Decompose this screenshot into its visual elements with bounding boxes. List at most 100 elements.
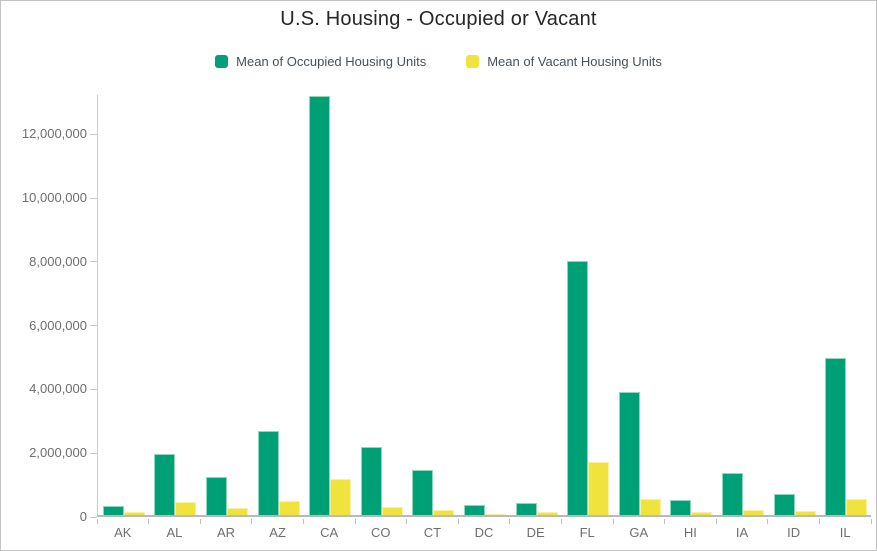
- x-axis-label-IA: IA: [735, 525, 749, 540]
- vacant-series-swatch-icon: [466, 55, 480, 68]
- x-axis-tick: [612, 519, 614, 524]
- y-axis-tick-label: 2,000,000: [29, 445, 87, 461]
- x-axis-label-DE: DE: [526, 525, 545, 540]
- y-axis-tick-label: 0: [79, 509, 87, 524]
- x-axis-label-CA: CA: [320, 525, 339, 540]
- y-axis-tick-label: 4,000,000: [29, 381, 87, 397]
- bar-occupied-FL[interactable]: [567, 261, 589, 515]
- bar-vacant-CT[interactable]: [433, 509, 455, 515]
- x-axis-label-CO: CO: [371, 525, 391, 540]
- bar-occupied-DE[interactable]: [515, 502, 537, 515]
- x-axis-tick: [406, 519, 408, 524]
- legend-item-vacant[interactable]: Mean of Vacant Housing Units: [466, 54, 662, 69]
- bar-group-AR: [201, 95, 253, 515]
- bar-vacant-IA[interactable]: [742, 509, 764, 515]
- x-axis-label-HI: HI: [683, 525, 697, 540]
- bar-vacant-AL[interactable]: [175, 501, 197, 515]
- bar-occupied-HI[interactable]: [670, 499, 692, 515]
- bar-occupied-AR[interactable]: [205, 477, 227, 515]
- bar-occupied-CA[interactable]: [309, 95, 331, 515]
- bar-group-GA: [614, 95, 666, 515]
- bar-group-AK: [98, 95, 150, 515]
- x-axis-label-DC: DC: [474, 525, 494, 540]
- bar-vacant-DE[interactable]: [536, 512, 558, 515]
- y-axis-tick-label: 10,000,000: [21, 190, 87, 205]
- bar-vacant-IL[interactable]: [846, 499, 868, 515]
- bar-vacant-CO[interactable]: [381, 507, 403, 515]
- bar-occupied-CT[interactable]: [412, 470, 434, 515]
- y-axis-tick-label: 8,000,000: [29, 253, 87, 269]
- x-axis-tick: [457, 519, 459, 524]
- x-axis-tick: [199, 519, 201, 524]
- bar-occupied-AK[interactable]: [102, 506, 124, 515]
- legend: Mean of Occupied Housing Units Mean of V…: [1, 54, 876, 69]
- x-axis-label-AL: AL: [166, 525, 183, 540]
- x-axis-tick: [302, 519, 304, 524]
- y-axis-tick: [90, 516, 97, 518]
- bar-group-ID: [769, 95, 821, 515]
- bar-vacant-AK[interactable]: [123, 512, 145, 515]
- x-axis-label-AK: AK: [114, 525, 132, 540]
- y-axis-tick-label: 12,000,000: [21, 126, 87, 142]
- y-axis-tick: [90, 325, 97, 327]
- y-axis-tick: [90, 452, 97, 454]
- x-axis-label-GA: GA: [629, 525, 649, 540]
- y-axis-tick: [90, 197, 97, 199]
- legend-label-occupied: Mean of Occupied Housing Units: [236, 54, 427, 69]
- x-axis-tick: [560, 519, 562, 524]
- bar-occupied-AZ[interactable]: [257, 430, 279, 515]
- bar-group-FL: [562, 95, 614, 515]
- bar-occupied-AL[interactable]: [154, 454, 176, 515]
- bar-group-IA: [717, 95, 769, 515]
- bar-vacant-DC[interactable]: [484, 513, 506, 515]
- bar-vacant-AZ[interactable]: [278, 500, 300, 515]
- bar-group-DE: [511, 95, 563, 515]
- legend-item-occupied[interactable]: Mean of Occupied Housing Units: [215, 54, 426, 69]
- bar-occupied-GA[interactable]: [618, 391, 640, 515]
- x-axis-label-ID: ID: [787, 525, 801, 540]
- x-axis-tick: [818, 519, 820, 524]
- y-axis-tick-label: 6,000,000: [29, 317, 87, 333]
- bar-vacant-FL[interactable]: [588, 462, 610, 515]
- bar-group-HI: [666, 95, 718, 515]
- bar-group-AL: [150, 95, 202, 515]
- bar-group-CT: [408, 95, 460, 515]
- x-axis-tick: [354, 519, 356, 524]
- x-axis-tick: [96, 519, 98, 524]
- x-axis-label-IL: IL: [839, 525, 851, 540]
- bar-group-IL: [820, 95, 872, 515]
- bar-occupied-DC[interactable]: [463, 505, 485, 515]
- bar-occupied-ID[interactable]: [773, 493, 795, 515]
- x-axis-tick: [715, 519, 717, 524]
- x-axis-tick: [664, 519, 666, 524]
- bar-vacant-AR[interactable]: [226, 507, 248, 515]
- x-axis-tick: [870, 519, 872, 524]
- x-axis-tick: [251, 519, 253, 524]
- bar-vacant-GA[interactable]: [639, 499, 661, 515]
- bar-group-AZ: [253, 95, 305, 515]
- y-axis-tick: [90, 133, 97, 135]
- bar-occupied-IA[interactable]: [721, 473, 743, 515]
- bar-group-CO: [356, 95, 408, 515]
- x-axis-tick: [767, 519, 769, 524]
- bar-vacant-HI[interactable]: [691, 511, 713, 515]
- bar-vacant-ID[interactable]: [794, 510, 816, 515]
- bar-group-CA: [304, 95, 356, 515]
- plot-area: [97, 95, 871, 517]
- y-axis-tick: [90, 388, 97, 390]
- occupied-series-swatch-icon: [215, 55, 229, 68]
- bar-vacant-CA[interactable]: [330, 478, 352, 515]
- x-axis-label-FL: FL: [579, 525, 595, 540]
- x-axis-tick: [509, 519, 511, 524]
- x-axis-tick: [148, 519, 150, 524]
- bar-occupied-IL[interactable]: [825, 358, 847, 515]
- bar-occupied-CO[interactable]: [360, 446, 382, 515]
- x-axis-label-CT: CT: [423, 525, 442, 540]
- bar-group-DC: [459, 95, 511, 515]
- x-axis-label-AR: AR: [216, 525, 236, 540]
- legend-label-vacant: Mean of Vacant Housing Units: [487, 54, 662, 69]
- chart-title: U.S. Housing - Occupied or Vacant: [280, 8, 597, 30]
- x-axis-label-AZ: AZ: [269, 525, 286, 540]
- y-axis-tick: [90, 261, 97, 263]
